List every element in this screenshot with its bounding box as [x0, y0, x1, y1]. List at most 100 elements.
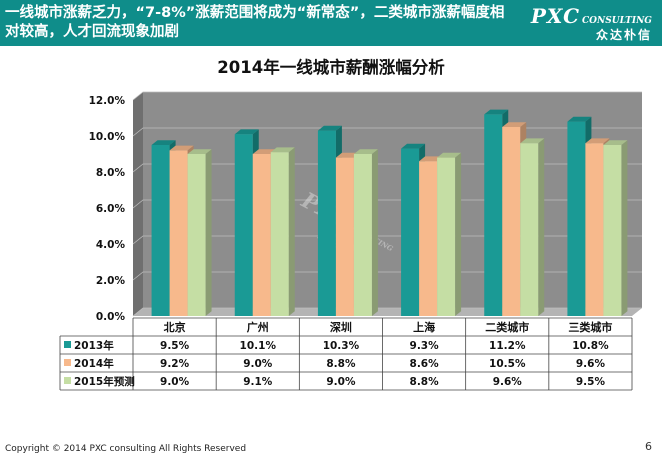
- bar-front: [484, 114, 503, 317]
- headline: 一线城市涨薪乏力，“7-8%”涨薪范围将成为“新常态”，二类城市涨薪幅度相对较高…: [5, 5, 505, 40]
- bar: [187, 149, 212, 316]
- data-label: 10.5%: [489, 358, 526, 370]
- data-label: 10.3%: [323, 340, 360, 352]
- data-label: 9.5%: [160, 340, 190, 352]
- gridline: [132, 199, 642, 209]
- bar: [270, 147, 295, 316]
- legend-swatch: [64, 359, 71, 366]
- category-label: 北京: [164, 320, 186, 334]
- y-tick-label: 4.0%: [96, 239, 126, 251]
- bar-front: [603, 145, 622, 316]
- bar-front: [502, 127, 521, 316]
- bar-top: [502, 122, 527, 127]
- bar-top: [353, 149, 378, 154]
- category-label: 二类城市: [485, 320, 529, 334]
- data-label: 9.0%: [160, 376, 190, 388]
- legend-label: 2013年: [74, 339, 114, 352]
- data-label: 9.3%: [410, 340, 440, 352]
- bar-top: [585, 138, 610, 144]
- data-label: 9.2%: [160, 358, 190, 370]
- header-banner: 一线城市涨薪乏力，“7-8%”涨薪范围将成为“新常态”，二类城市涨薪幅度相对较高…: [0, 0, 662, 46]
- bar-side: [288, 147, 295, 316]
- bar-top: [567, 116, 592, 122]
- copyright: Copyright © 2014 PXC consulting All Righ…: [5, 444, 247, 454]
- data-label: 10.8%: [572, 340, 609, 352]
- bar-top: [437, 152, 462, 158]
- bar-front: [187, 154, 206, 316]
- category-label: 广州: [247, 320, 269, 334]
- data-label: 8.8%: [326, 358, 356, 370]
- data-label: 8.6%: [410, 358, 440, 370]
- gridline: [132, 163, 642, 173]
- y-tick-label: 2.0%: [96, 275, 126, 287]
- bar-front: [270, 152, 289, 316]
- bar: [520, 138, 545, 316]
- bar-side: [205, 149, 212, 316]
- page-number: 6: [645, 440, 652, 453]
- brand-sub: CONSULTING: [582, 16, 652, 26]
- y-tick-label: 8.0%: [96, 167, 126, 179]
- bar-top: [270, 147, 295, 153]
- category-label: 上海: [413, 320, 435, 334]
- data-label: 11.2%: [489, 340, 526, 352]
- bar-top: [520, 138, 545, 144]
- gridline: [132, 307, 642, 317]
- y-tick-label: 12.0%: [89, 95, 126, 107]
- bar-front: [234, 134, 253, 316]
- bar-front: [437, 157, 456, 316]
- bar: [603, 140, 628, 316]
- bar-front: [567, 121, 586, 316]
- gridline: [132, 127, 642, 137]
- gridline: [132, 91, 642, 101]
- gridline: [132, 235, 642, 245]
- gridline: [132, 271, 642, 281]
- bar: [437, 152, 462, 316]
- bar-top: [603, 140, 628, 145]
- legend-label: 2015年预测: [74, 375, 135, 388]
- data-table: 北京 广州 深圳 上海 二类城市 三类城市 2013年 9.5% 10.1% 10.3% 9.3% 1…: [59, 317, 633, 391]
- category-label: 三类城市: [568, 320, 612, 334]
- bar-front: [252, 154, 271, 316]
- data-label: 9.6%: [576, 358, 606, 370]
- bar-side: [371, 149, 378, 316]
- data-label: 8.8%: [410, 376, 440, 388]
- bar-front: [520, 143, 539, 316]
- data-label: 9.0%: [243, 358, 273, 370]
- legend-swatch: [64, 341, 71, 348]
- bar-front: [169, 150, 188, 316]
- y-tick-label: 0.0%: [96, 311, 126, 323]
- y-tick-label: 6.0%: [96, 203, 126, 215]
- bar-top: [187, 149, 212, 154]
- bar-front: [151, 145, 170, 316]
- brand-cn: 众达朴信: [595, 28, 652, 42]
- bar-top: [317, 125, 342, 131]
- bar-front: [419, 161, 438, 316]
- bar-side: [538, 138, 545, 316]
- y-tick-label: 10.0%: [89, 131, 126, 143]
- data-label: 9.1%: [243, 376, 273, 388]
- category-label: 深圳: [330, 320, 352, 334]
- data-label: 9.6%: [493, 376, 523, 388]
- legend-label: 2014年: [74, 357, 114, 370]
- bar-front: [335, 157, 354, 316]
- bar-top: [169, 145, 194, 151]
- bar-front: [585, 143, 604, 316]
- legend-swatch: [64, 377, 71, 384]
- bar-top: [151, 140, 176, 145]
- bar-top: [401, 143, 426, 149]
- chart-title: 2014年一线城市薪酬涨幅分析: [217, 58, 445, 77]
- brand-main: PXC: [530, 4, 580, 28]
- data-label: 9.0%: [326, 376, 356, 388]
- bar-front: [401, 148, 420, 316]
- bar-front: [353, 154, 372, 316]
- bar-side: [621, 140, 628, 316]
- bar-top: [234, 129, 259, 135]
- bar-top: [484, 109, 509, 115]
- bar-front: [317, 130, 336, 316]
- data-label: 10.1%: [240, 340, 277, 352]
- bar-side: [455, 152, 462, 316]
- bar: [353, 149, 378, 316]
- brand-logo: PXC CONSULTING 众达朴信: [531, 4, 652, 43]
- data-label: 9.5%: [576, 376, 606, 388]
